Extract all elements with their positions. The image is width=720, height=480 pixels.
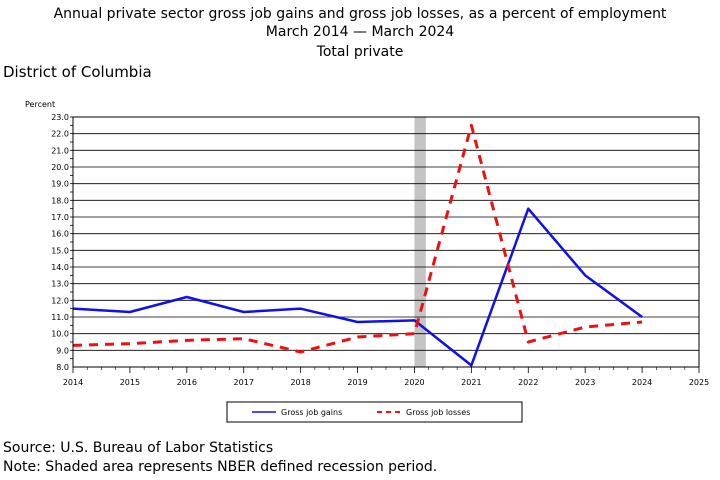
x-tick-label: 2023 (575, 378, 595, 387)
y-tick-label: 20.0 (51, 163, 69, 172)
x-tick-label: 2024 (632, 378, 652, 387)
chart-legend: Gross job gains Gross job losses (226, 401, 523, 423)
y-tick-label: 14.0 (51, 263, 69, 272)
x-tick-label: 2020 (404, 378, 424, 387)
series-gross-job-gains (72, 207, 643, 367)
y-tick-label: 15.0 (51, 246, 69, 255)
recession-band (414, 117, 426, 367)
y-tick-label: 23.0 (51, 113, 69, 122)
legend-frame (226, 401, 523, 423)
x-tick-label: 2014 (63, 378, 83, 387)
x-tick-label: 2018 (290, 378, 310, 387)
x-tick-label: 2022 (518, 378, 538, 387)
chart-date-range: March 2014 — March 2024 (265, 24, 455, 40)
x-tick-label: 2021 (461, 378, 481, 387)
chart-series-title: Total private (316, 44, 404, 60)
chart-title: Annual private sector gross job gains an… (53, 6, 667, 22)
x-tick-label: 2015 (120, 378, 140, 387)
y-tick-label: 10.0 (51, 330, 69, 339)
plot-area-frame (72, 116, 700, 368)
recession-note: Note: Shaded area represents NBER define… (3, 459, 438, 475)
y-tick-label: 18.0 (51, 196, 69, 205)
y-tick-label: 16.0 (51, 230, 69, 239)
legend-gains-label: Gross job gains (281, 408, 342, 417)
y-tick-label: 11.0 (51, 313, 69, 322)
y-tick-label: 22.0 (51, 130, 69, 139)
y-tick-label: 21.0 (51, 146, 69, 155)
y-tick-label: 13.0 (51, 280, 69, 289)
y-tick-label: 8.0 (56, 363, 69, 372)
x-tick-label: 2019 (347, 378, 367, 387)
x-tick-label: 2017 (234, 378, 254, 387)
region-label: District of Columbia (3, 63, 152, 81)
y-tick-label: 17.0 (51, 213, 69, 222)
y-tick-label: 19.0 (51, 180, 69, 189)
y-axis-label: Percent (25, 100, 55, 109)
y-tick-label: 12.0 (51, 296, 69, 305)
source-note: Source: U.S. Bureau of Labor Statistics (3, 440, 274, 456)
y-tick-label: 9.0 (56, 346, 69, 355)
series-gross-job-losses (72, 123, 643, 354)
x-tick-label: 2025 (689, 378, 709, 387)
legend-losses-label: Gross job losses (406, 408, 470, 417)
x-tick-label: 2016 (177, 378, 197, 387)
